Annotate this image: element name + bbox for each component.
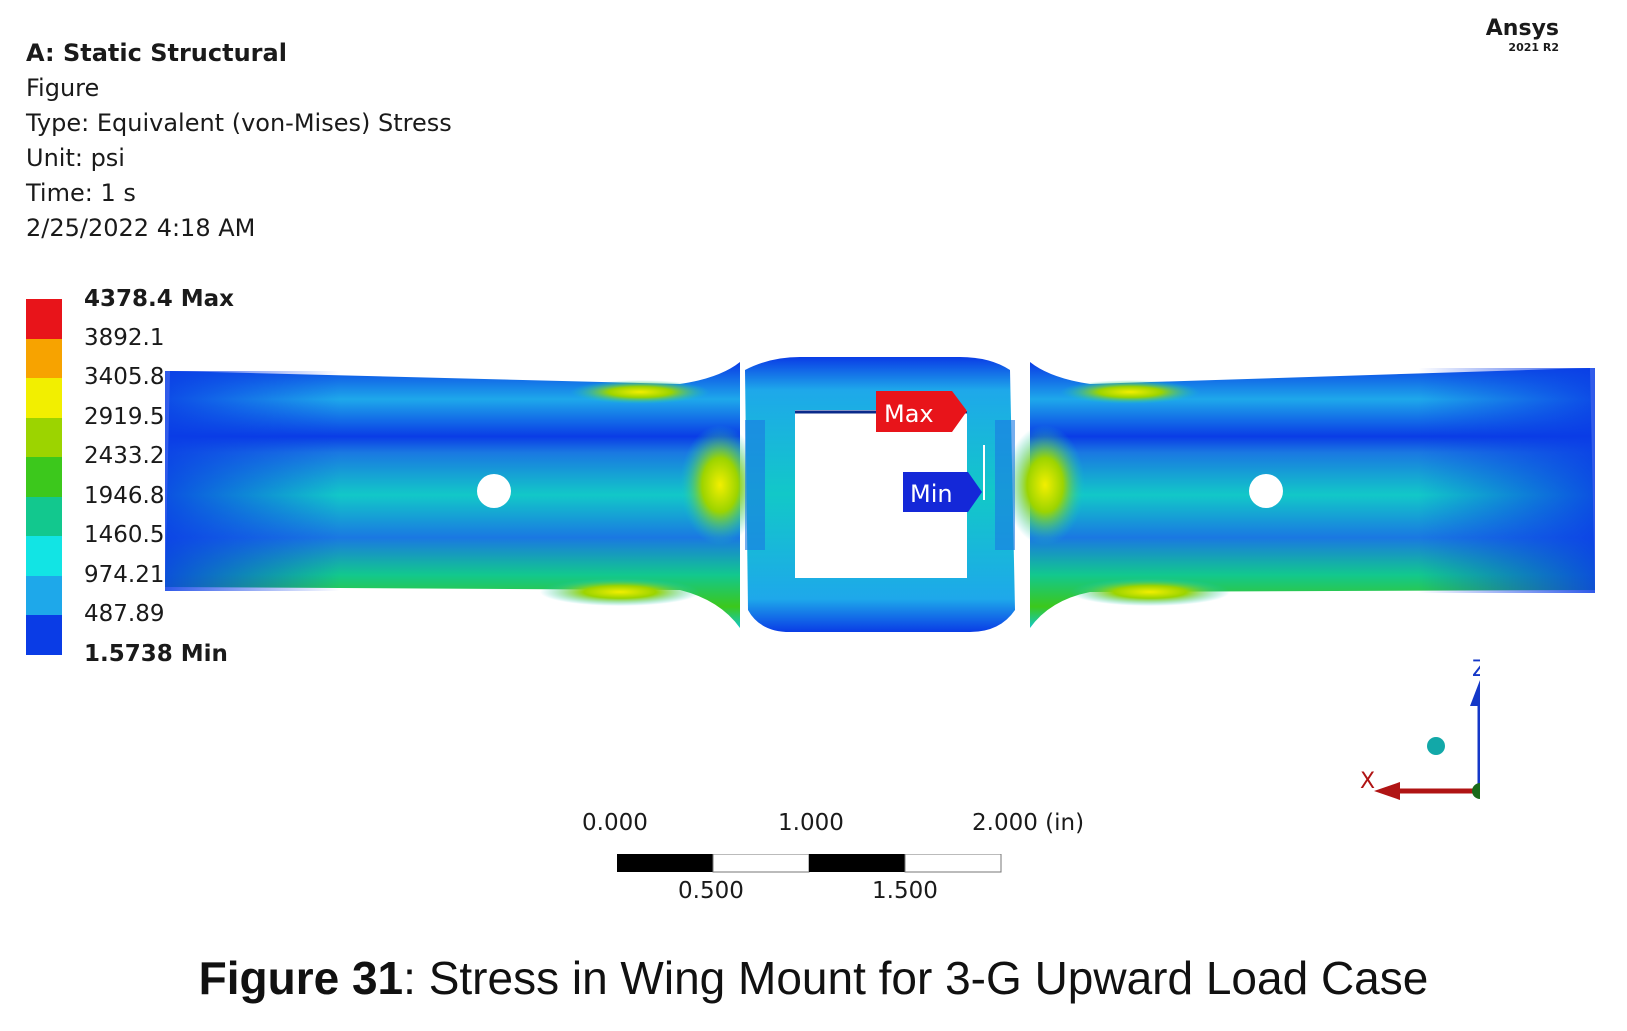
brand-name: Ansys [1485,16,1559,41]
figure-caption: Figure 31: Stress in Wing Mount for 3-G … [0,951,1627,1005]
hotspot-right-bottom [1070,578,1230,606]
right-arm-fade [1090,368,1595,593]
left-arm-fade [165,371,665,591]
legend-label: 487.89 [84,601,165,627]
analysis-title: A: Static Structural [26,39,287,67]
legend-label-max: 4378.4 Max [84,286,235,312]
coordinate-triad: Z X [1360,658,1480,800]
legend-swatch-6 [26,496,62,536]
legend-swatch-1 [26,299,62,339]
y-axis-origin-icon [1472,783,1480,799]
legend-swatch-8 [26,575,62,615]
hotspot-left-inner [680,425,760,545]
scale-seg-1 [617,854,713,872]
scale-tick-2: 2.000 (in) [972,810,1085,836]
figure-number: Figure 31 [198,952,404,1004]
scale-tick-one-half: 1.500 [872,878,938,904]
scale-bar-segments [617,854,1002,873]
hotspot-right-top [1060,380,1200,404]
legend-label: 2433.2 [84,443,165,469]
scale-seg-4 [904,854,1002,873]
z-axis-label: Z [1472,658,1480,682]
legend-label: 1946.8 [84,483,165,509]
scale-tick-0: 0.000 [582,810,648,836]
legend-swatch-7 [26,536,62,576]
legend-swatch-3 [26,378,62,418]
x-arrow-icon [1374,782,1400,800]
legend-swatch-2 [26,338,62,378]
scale-tick-half: 0.500 [678,878,744,904]
scale-seg-3 [809,854,905,872]
legend-label: 3405.8 [84,364,165,390]
header-line-unit: Unit: psi [26,144,125,172]
center-outer-left [745,420,765,550]
header-line-date: 2/25/2022 4:18 AM [26,214,256,242]
legend-label: 2919.5 [84,404,165,430]
center-outer-right [995,420,1015,550]
result-header: A: Static Structural Figure Type: Equiva… [26,36,452,246]
header-line-type: Type: Equivalent (von-Mises) Stress [26,109,452,137]
legend-swatch-9 [26,615,62,655]
scale-tick-1: 1.000 [778,810,844,836]
hotspot-right-inner [1005,425,1085,545]
ansys-logo: Ansys 2021 R2 [1486,16,1559,54]
hotspot-left-bottom [540,578,700,606]
max-probe-label: Max [884,400,934,428]
legend-label: 3892.1 [84,325,165,351]
z-arrow-icon [1470,680,1480,706]
legend-swatch-5 [26,457,62,497]
legend-swatch-4 [26,417,62,457]
min-probe-label: Min [910,480,953,508]
right-bolt-hole [1249,474,1283,508]
left-bolt-hole [477,474,511,508]
header-line-figure: Figure [26,74,100,102]
legend-label-min: 1.5738 Min [84,641,228,667]
x-axis-label: X [1360,769,1375,794]
iso-ball-icon [1427,737,1445,755]
max-probe-flag [876,391,967,432]
legend-label: 974.21 [84,562,165,588]
header-line-time: Time: 1 s [26,179,136,207]
scale-bar: 0.000 1.000 2.000 (in) 0.500 1.500 [580,810,1100,922]
hotspot-left-top [570,380,710,404]
scale-seg-2 [712,854,810,873]
wing-mount-stress-model: Max Min [165,357,1595,632]
legend-label: 1460.5 [84,522,165,548]
figure-caption-text: : Stress in Wing Mount for 3-G Upward Lo… [403,952,1429,1004]
brand-version: 2021 R2 [1508,41,1559,54]
min-probe-flag [903,472,982,512]
